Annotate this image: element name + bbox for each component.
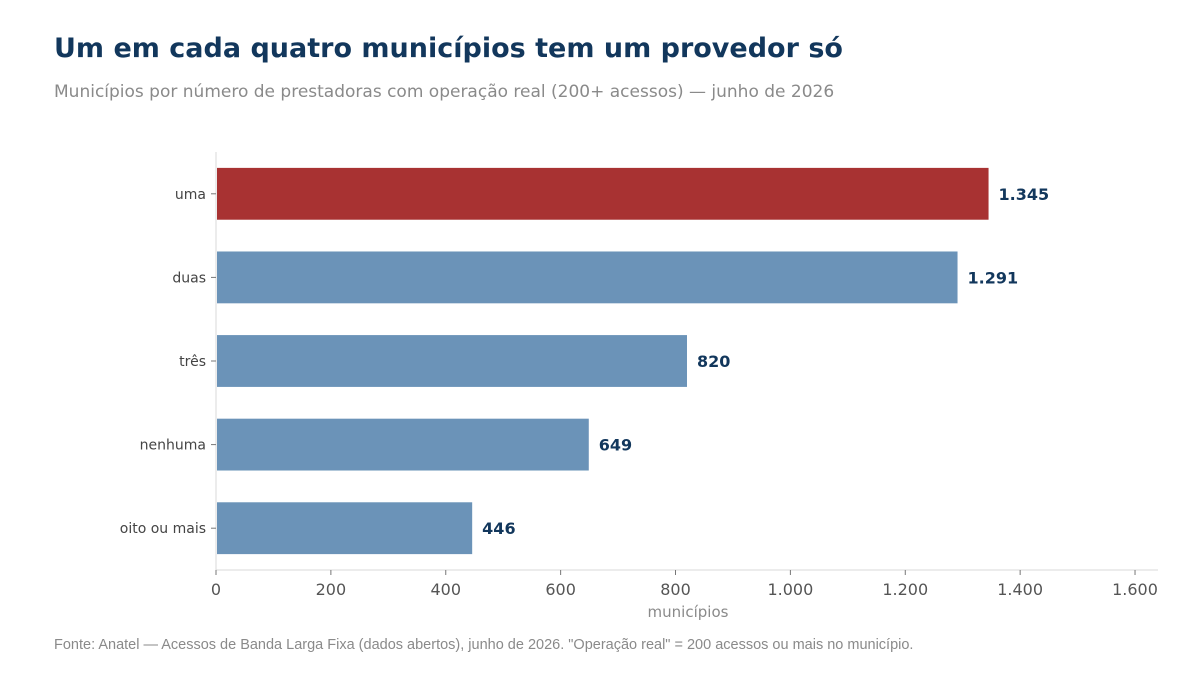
bar — [217, 502, 473, 555]
source-note: Fonte: Anatel — Acessos de Banda Larga F… — [54, 637, 914, 653]
category-label: uma — [175, 187, 206, 203]
x-tick-label: 1.000 — [767, 580, 813, 599]
x-tick-label: 800 — [660, 580, 691, 599]
bar — [217, 251, 958, 304]
value-label: 1.345 — [999, 185, 1050, 204]
x-axis-title: municípios — [648, 603, 729, 621]
x-tick-label: 600 — [545, 580, 576, 599]
x-tick-label: 1.600 — [1112, 580, 1158, 599]
value-label: 649 — [599, 436, 632, 455]
bar — [217, 167, 989, 220]
value-label: 446 — [482, 519, 515, 538]
category-label: nenhuma — [140, 438, 206, 454]
category-label: três — [179, 354, 206, 370]
category-label: oito ou mais — [120, 521, 206, 537]
x-tick-label: 1.200 — [882, 580, 928, 599]
value-label: 820 — [697, 352, 730, 371]
chart-title: Um em cada quatro municípios tem um prov… — [54, 33, 843, 64]
value-label: 1.291 — [968, 268, 1019, 287]
x-tick-label: 200 — [316, 580, 347, 599]
x-tick-label: 400 — [430, 580, 461, 599]
bar — [217, 335, 687, 387]
category-label: duas — [172, 270, 206, 286]
x-tick-label: 0 — [211, 580, 221, 599]
chart-subtitle: Municípios por número de prestadoras com… — [54, 82, 835, 102]
bar — [217, 418, 589, 471]
x-tick-label: 1.400 — [997, 580, 1043, 599]
